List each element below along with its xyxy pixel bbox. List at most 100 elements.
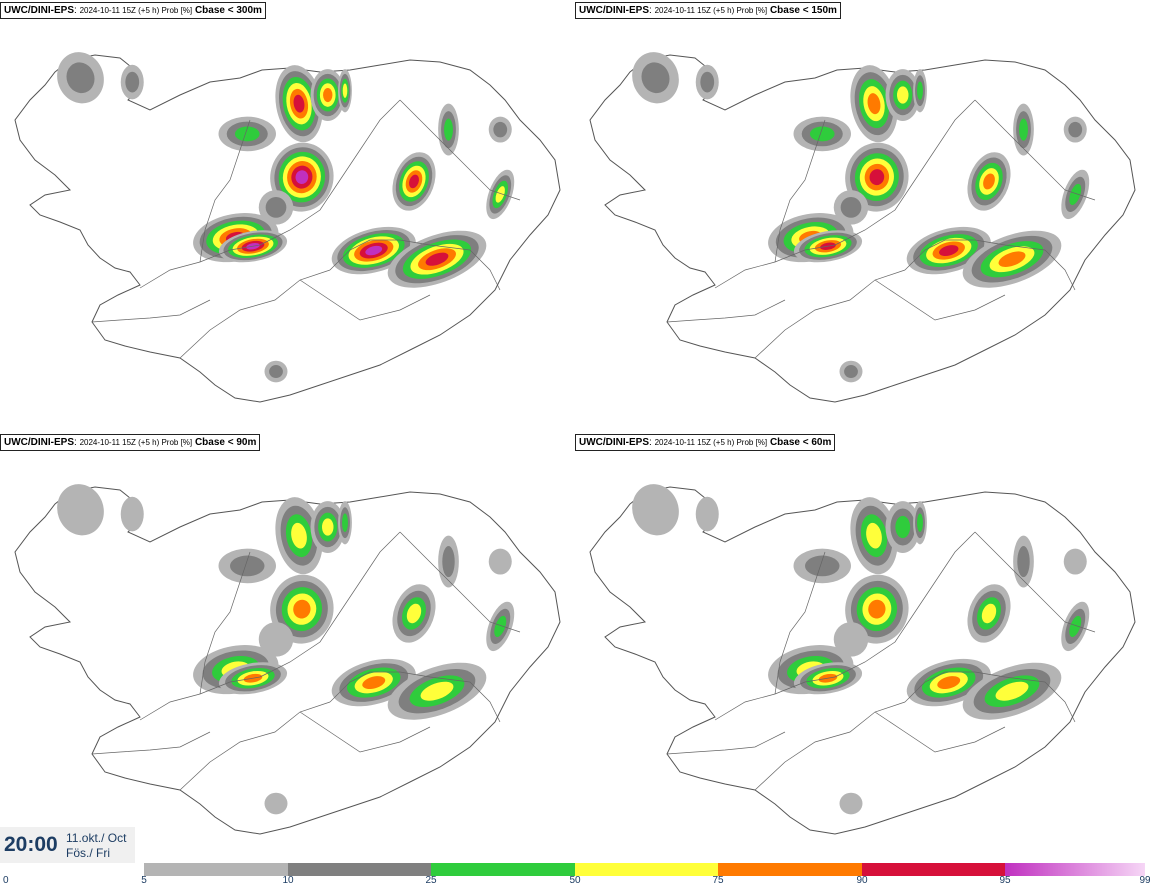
probability-contour <box>632 484 679 536</box>
region-boundary <box>399 531 521 633</box>
probability-contour <box>406 603 422 624</box>
probability-contour <box>362 676 386 690</box>
probability-contour <box>840 196 862 218</box>
probability-contour <box>230 555 265 577</box>
legend-color-segment <box>431 863 575 876</box>
probability-contour <box>844 365 858 378</box>
probability-contour <box>425 252 449 266</box>
probability-contour <box>420 681 454 701</box>
probability-contour <box>695 496 719 532</box>
probability-contour <box>809 126 835 142</box>
region-boundary <box>974 99 1096 201</box>
legend-color-segment <box>288 863 431 876</box>
probability-contour <box>342 513 348 532</box>
probability-contour <box>833 622 869 657</box>
probability-contour <box>293 94 305 113</box>
map-panel-3: UWC/DINI-EPS: 2024-10-11 15Z (+5 h) Prob… <box>0 432 575 864</box>
probability-contour <box>269 365 283 378</box>
legend-tick: 50 <box>569 875 581 886</box>
probability-contour <box>981 603 997 624</box>
region-boundary <box>774 551 826 695</box>
legend-tick: 90 <box>856 875 868 886</box>
date-line-2: Fös./ Fri <box>66 846 110 860</box>
probability-contour <box>493 121 508 138</box>
variable-label: Cbase < 60m <box>769 437 832 448</box>
region-boundary <box>834 531 976 678</box>
legend-color-segment <box>144 863 288 876</box>
variable-label: Cbase < 90m <box>194 437 257 448</box>
probability-contour <box>125 71 140 93</box>
region-boundary <box>469 249 501 291</box>
variable-label: Cbase < 150m <box>769 5 837 16</box>
probability-contour <box>939 245 959 257</box>
region-boundary <box>754 701 906 791</box>
iceland-coastline <box>589 486 1136 835</box>
probability-contour <box>442 546 455 578</box>
legend-color-segment <box>575 863 718 876</box>
probability-contour <box>409 174 419 189</box>
probability-contour <box>917 81 923 100</box>
probability-contour <box>66 62 95 94</box>
valid-date: 11.okt./ Oct Fös./ Fri <box>66 831 126 861</box>
probability-contour <box>998 251 1026 267</box>
probability-contour <box>895 515 911 539</box>
legend-tick: 95 <box>999 875 1011 886</box>
probability-contour <box>365 245 383 256</box>
region-boundary <box>1044 249 1076 291</box>
iceland-coastline <box>589 54 1136 403</box>
variable-label: Cbase < 300m <box>194 5 262 16</box>
probability-contour <box>494 615 507 637</box>
probability-contour <box>868 599 886 619</box>
probability-contour <box>1069 183 1082 205</box>
probability-contour <box>1019 118 1028 141</box>
region-boundary <box>299 279 431 321</box>
probability-contour <box>897 86 909 104</box>
region-boundary <box>666 731 786 755</box>
region-boundary <box>259 99 401 246</box>
region-boundary <box>299 711 431 753</box>
probability-contour <box>983 173 995 190</box>
valid-time-box: 20:00 11.okt./ Oct Fös./ Fri <box>0 827 135 863</box>
probability-contour <box>1069 615 1082 637</box>
region-boundary <box>199 119 251 263</box>
panel-title: UWC/DINI-EPS: 2024-10-11 15Z (+5 h) Prob… <box>0 2 266 19</box>
model-source: UWC/DINI-EPS <box>4 437 74 448</box>
region-boundary <box>666 299 786 323</box>
legend-tick: 5 <box>141 875 147 886</box>
region-boundary <box>179 269 331 359</box>
region-boundary <box>399 99 521 201</box>
probability-contour <box>291 522 307 549</box>
probability-contour <box>265 196 287 218</box>
probability-contour <box>641 62 670 94</box>
map-panel-2: UWC/DINI-EPS: 2024-10-11 15Z (+5 h) Prob… <box>575 0 1150 432</box>
region-boundary <box>1044 681 1076 723</box>
region-boundary <box>91 299 211 323</box>
region-boundary <box>754 269 906 359</box>
probability-contour <box>937 676 961 690</box>
probability-contour <box>323 87 333 103</box>
legend-tick: 10 <box>282 875 294 886</box>
legend-tick: 99 <box>1139 875 1150 886</box>
model-source: UWC/DINI-EPS <box>579 437 649 448</box>
probability-contour <box>867 93 881 115</box>
model-source: UWC/DINI-EPS <box>4 5 74 16</box>
region-boundary <box>874 711 1006 753</box>
region-boundary <box>199 551 251 695</box>
map-canvas <box>589 484 1136 835</box>
probability-contour <box>495 186 505 203</box>
run-meta: 2024-10-11 15Z (+5 h) Prob [%] <box>79 6 193 15</box>
probability-field <box>57 52 515 383</box>
map-canvas <box>589 52 1136 403</box>
probability-contour <box>234 126 260 142</box>
probability-contour <box>264 792 288 815</box>
run-meta: 2024-10-11 15Z (+5 h) Prob [%] <box>654 6 768 15</box>
legend-color-segment <box>718 863 862 876</box>
map-panel-1: UWC/DINI-EPS: 2024-10-11 15Z (+5 h) Prob… <box>0 0 575 432</box>
map-canvas <box>14 484 561 835</box>
probability-contour <box>488 548 512 575</box>
legend-tick: 25 <box>425 875 437 886</box>
legend-tick: 0 <box>3 875 9 886</box>
probability-field <box>57 484 515 815</box>
probability-contour <box>322 518 334 536</box>
region-boundary <box>774 119 826 263</box>
